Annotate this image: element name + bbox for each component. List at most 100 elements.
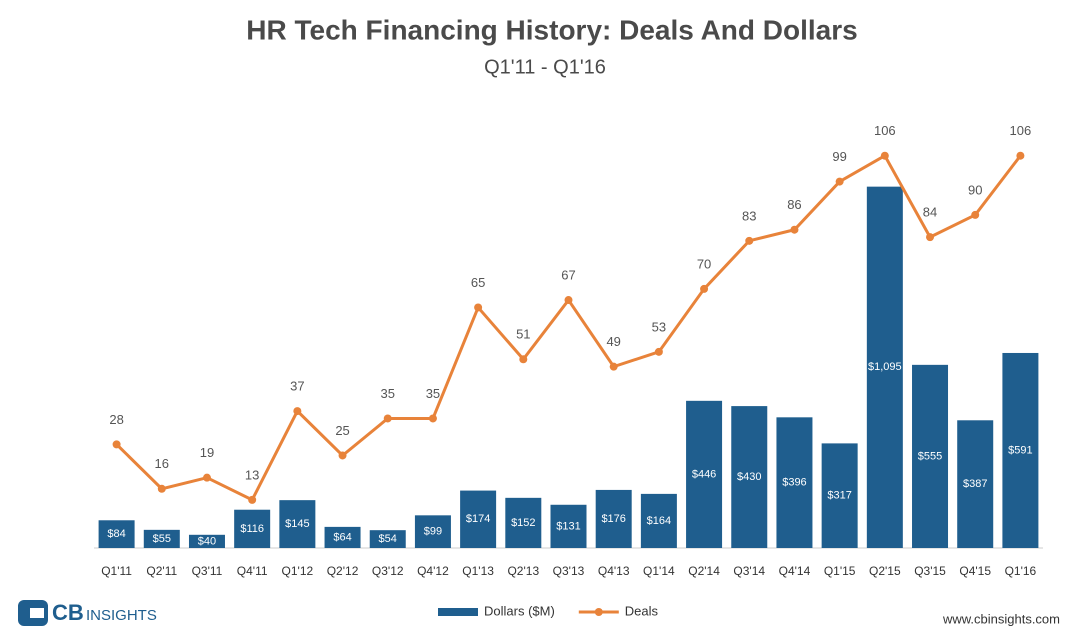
line-point	[609, 362, 618, 371]
bar-value-label: $152	[511, 517, 535, 529]
line-point	[835, 177, 844, 186]
x-tick-label: Q2'15	[869, 564, 901, 578]
x-tick-label: Q1'14	[643, 564, 675, 578]
line-point	[428, 414, 437, 423]
bar	[550, 504, 587, 548]
chart-subtitle: Q1'11 - Q1'16	[484, 56, 606, 78]
line-point	[157, 484, 166, 493]
bar	[414, 515, 451, 548]
x-tick-label: Q1'12	[282, 564, 314, 578]
bar	[957, 420, 994, 548]
line-value-label: 99	[832, 149, 846, 164]
line-value-label: 37	[290, 379, 304, 394]
bar-value-label: $555	[918, 450, 942, 462]
line-value-label: 16	[155, 456, 169, 471]
x-tick-label: Q1'16	[1005, 564, 1037, 578]
line-point	[519, 355, 528, 364]
bar	[776, 417, 813, 548]
bar-value-label: $55	[153, 533, 171, 545]
line-point	[971, 210, 980, 219]
line-point	[474, 303, 483, 312]
line-value-label: 35	[426, 386, 440, 401]
line-point	[1016, 151, 1025, 160]
x-tick-label: Q4'12	[417, 564, 449, 578]
legend-label: Deals	[625, 603, 659, 618]
line-value-label: 90	[968, 182, 982, 197]
bar-value-label: $176	[601, 513, 625, 525]
bar-value-label: $1,095	[868, 361, 902, 373]
line-value-label: 86	[787, 197, 801, 212]
line-point	[202, 473, 211, 482]
legend-swatch-dot	[594, 608, 603, 616]
line-point	[293, 407, 302, 416]
bar	[912, 364, 949, 548]
legend-label: Dollars ($M)	[484, 603, 555, 618]
bar	[1002, 352, 1039, 548]
line-point	[383, 414, 392, 423]
line-point	[700, 284, 709, 293]
bar-value-label: $446	[692, 468, 716, 480]
bar-value-label: $174	[466, 513, 490, 525]
bar-value-label: $116	[240, 523, 264, 535]
line-value-label: 84	[923, 205, 937, 220]
line-value-label: 65	[471, 275, 485, 290]
bar	[369, 530, 406, 548]
bar-value-label: $145	[285, 518, 309, 530]
x-tick-label: Q4'11	[237, 564, 268, 578]
bar-value-label: $317	[827, 490, 851, 502]
line-value-label: 28	[109, 412, 123, 427]
bar	[188, 534, 225, 548]
x-tick-label: Q2'14	[688, 564, 720, 578]
line-value-label: 25	[335, 423, 349, 438]
x-tick-label: Q3'11	[192, 564, 223, 578]
bar	[640, 493, 677, 548]
line-value-label: 53	[652, 319, 666, 334]
x-tick-label: Q1'15	[824, 564, 856, 578]
line-value-label: 51	[516, 327, 530, 342]
line-value-label: 70	[697, 256, 711, 271]
line-point	[745, 236, 754, 245]
bar	[821, 443, 858, 548]
bar-value-label: $430	[737, 471, 761, 483]
line-value-label: 13	[245, 467, 259, 482]
x-tick-label: Q3'15	[914, 564, 946, 578]
bar	[460, 490, 497, 548]
line-value-label: 19	[200, 445, 214, 460]
bar-value-label: $131	[556, 520, 580, 532]
line-value-label: 83	[742, 208, 756, 223]
bar-value-label: $387	[963, 478, 987, 490]
line-point	[654, 347, 663, 356]
bar	[595, 489, 632, 548]
line-value-label: 49	[606, 334, 620, 349]
bar	[234, 509, 271, 548]
line-point	[564, 296, 573, 305]
bar	[324, 526, 361, 548]
bar	[731, 406, 768, 548]
x-tick-label: Q4'15	[959, 564, 991, 578]
line-point	[112, 440, 121, 449]
bar	[143, 529, 180, 548]
line-value-label: 106	[874, 123, 896, 138]
bar-value-label: $164	[647, 515, 671, 527]
line-point	[248, 495, 257, 504]
x-tick-label: Q4'13	[598, 564, 630, 578]
x-tick-label: Q3'14	[733, 564, 765, 578]
bar-value-label: $84	[107, 528, 125, 540]
logo-suffix: INSIGHTS	[86, 607, 157, 624]
line-point	[790, 225, 799, 234]
bar-value-label: $54	[379, 533, 397, 545]
bar-value-label: $99	[424, 526, 442, 538]
x-tick-label: Q4'14	[779, 564, 811, 578]
bar	[505, 497, 542, 548]
x-tick-label: Q1'11	[101, 564, 132, 578]
x-tick-label: Q2'12	[327, 564, 359, 578]
line-point	[926, 233, 935, 242]
bar	[279, 500, 316, 548]
x-tick-label: Q1'13	[462, 564, 494, 578]
bar	[866, 186, 903, 548]
legend-swatch	[438, 608, 478, 616]
bar-value-label: $591	[1008, 444, 1032, 456]
line-point	[338, 451, 347, 460]
line-value-label: 67	[561, 267, 575, 282]
